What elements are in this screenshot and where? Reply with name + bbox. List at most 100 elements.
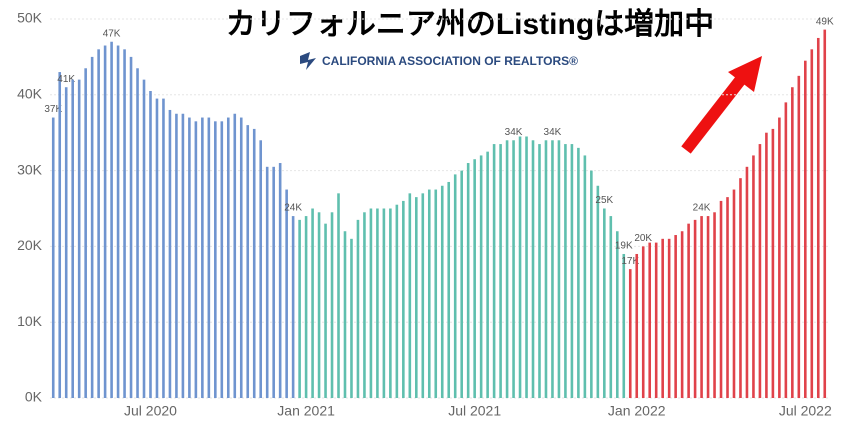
bar (706, 216, 710, 398)
bar (784, 102, 788, 398)
bar (680, 231, 684, 398)
arrow-shaft (681, 74, 747, 154)
bar (149, 91, 152, 398)
data-label: 37K (44, 104, 62, 115)
bar (285, 189, 288, 398)
bar (278, 163, 282, 398)
data-label: 25K (595, 195, 613, 206)
data-label: 24K (284, 203, 302, 214)
bar (654, 242, 658, 398)
bar (823, 29, 827, 398)
bar (440, 185, 444, 398)
bar (220, 121, 224, 398)
bar (317, 212, 321, 398)
data-label: 49K (816, 16, 834, 27)
data-label: 34K (505, 127, 523, 138)
bar (201, 117, 204, 398)
bar (421, 193, 425, 398)
bar (226, 117, 230, 398)
data-label: 47K (103, 28, 121, 39)
bar (661, 238, 664, 398)
y-tick-label: 10K (17, 313, 43, 329)
bar (142, 79, 146, 398)
data-label: 24K (693, 203, 711, 214)
bar (382, 208, 386, 398)
bar (674, 235, 677, 398)
bar (330, 212, 334, 398)
bar (486, 151, 489, 398)
bar (667, 238, 671, 398)
bar (726, 197, 729, 398)
bar (557, 140, 561, 398)
bar (259, 140, 263, 398)
bar (466, 163, 470, 398)
bar (797, 75, 801, 398)
data-label: 41K (57, 74, 75, 85)
data-label: 17K (621, 256, 639, 267)
x-tick-label: Jul 2020 (124, 403, 177, 419)
bar (77, 79, 81, 398)
bar (395, 204, 399, 398)
y-tick-label: 30K (17, 161, 43, 177)
bar (84, 68, 87, 399)
bar (492, 144, 496, 398)
bar (207, 117, 211, 398)
logo-text: CALIFORNIA ASSOCIATION OF REALTORS® (322, 54, 578, 68)
bar (538, 144, 541, 398)
bar (732, 189, 736, 398)
bar (194, 121, 198, 398)
bar (298, 219, 301, 398)
bar (51, 117, 55, 398)
bar (155, 98, 159, 398)
bar (408, 193, 412, 398)
bar (531, 140, 535, 398)
bar (389, 208, 392, 398)
bar (583, 155, 587, 398)
bar (415, 197, 418, 398)
bar (376, 208, 379, 398)
bar (64, 87, 68, 398)
bar (499, 144, 502, 398)
bar (233, 113, 237, 398)
y-tick-label: 20K (17, 237, 43, 253)
bar (123, 49, 126, 398)
bar (103, 45, 107, 398)
bar (518, 136, 522, 399)
bar (596, 185, 600, 398)
data-label: 34K (544, 127, 562, 138)
bar (434, 189, 438, 398)
bar (214, 121, 217, 398)
bar (363, 212, 366, 398)
bar (816, 37, 820, 398)
bar (291, 216, 295, 398)
arrow-head (728, 56, 762, 92)
bar (525, 136, 528, 399)
bar (564, 144, 567, 398)
bar (635, 253, 639, 398)
y-tick-label: 40K (17, 86, 43, 102)
bar (97, 49, 100, 398)
x-tick-label: Jul 2022 (779, 403, 832, 419)
y-tick-label: 50K (17, 10, 43, 26)
bar (609, 216, 613, 398)
bar (512, 140, 515, 398)
bar (791, 87, 794, 398)
data-label: 20K (634, 233, 652, 244)
bar (246, 125, 250, 399)
bar (641, 246, 645, 398)
x-tick-label: Jan 2022 (608, 403, 666, 419)
bar (648, 242, 652, 398)
bar (752, 155, 755, 398)
bar (590, 170, 593, 398)
logo: CALIFORNIA ASSOCIATION OF REALTORS® (300, 52, 578, 70)
data-label: 19K (615, 241, 633, 252)
bar (719, 200, 723, 398)
logo-icon (300, 52, 316, 70)
bar (577, 147, 580, 398)
bar (473, 159, 476, 398)
x-tick-label: Jan 2021 (277, 403, 335, 419)
bar (745, 166, 749, 398)
bar (765, 132, 768, 398)
bar (603, 208, 606, 398)
